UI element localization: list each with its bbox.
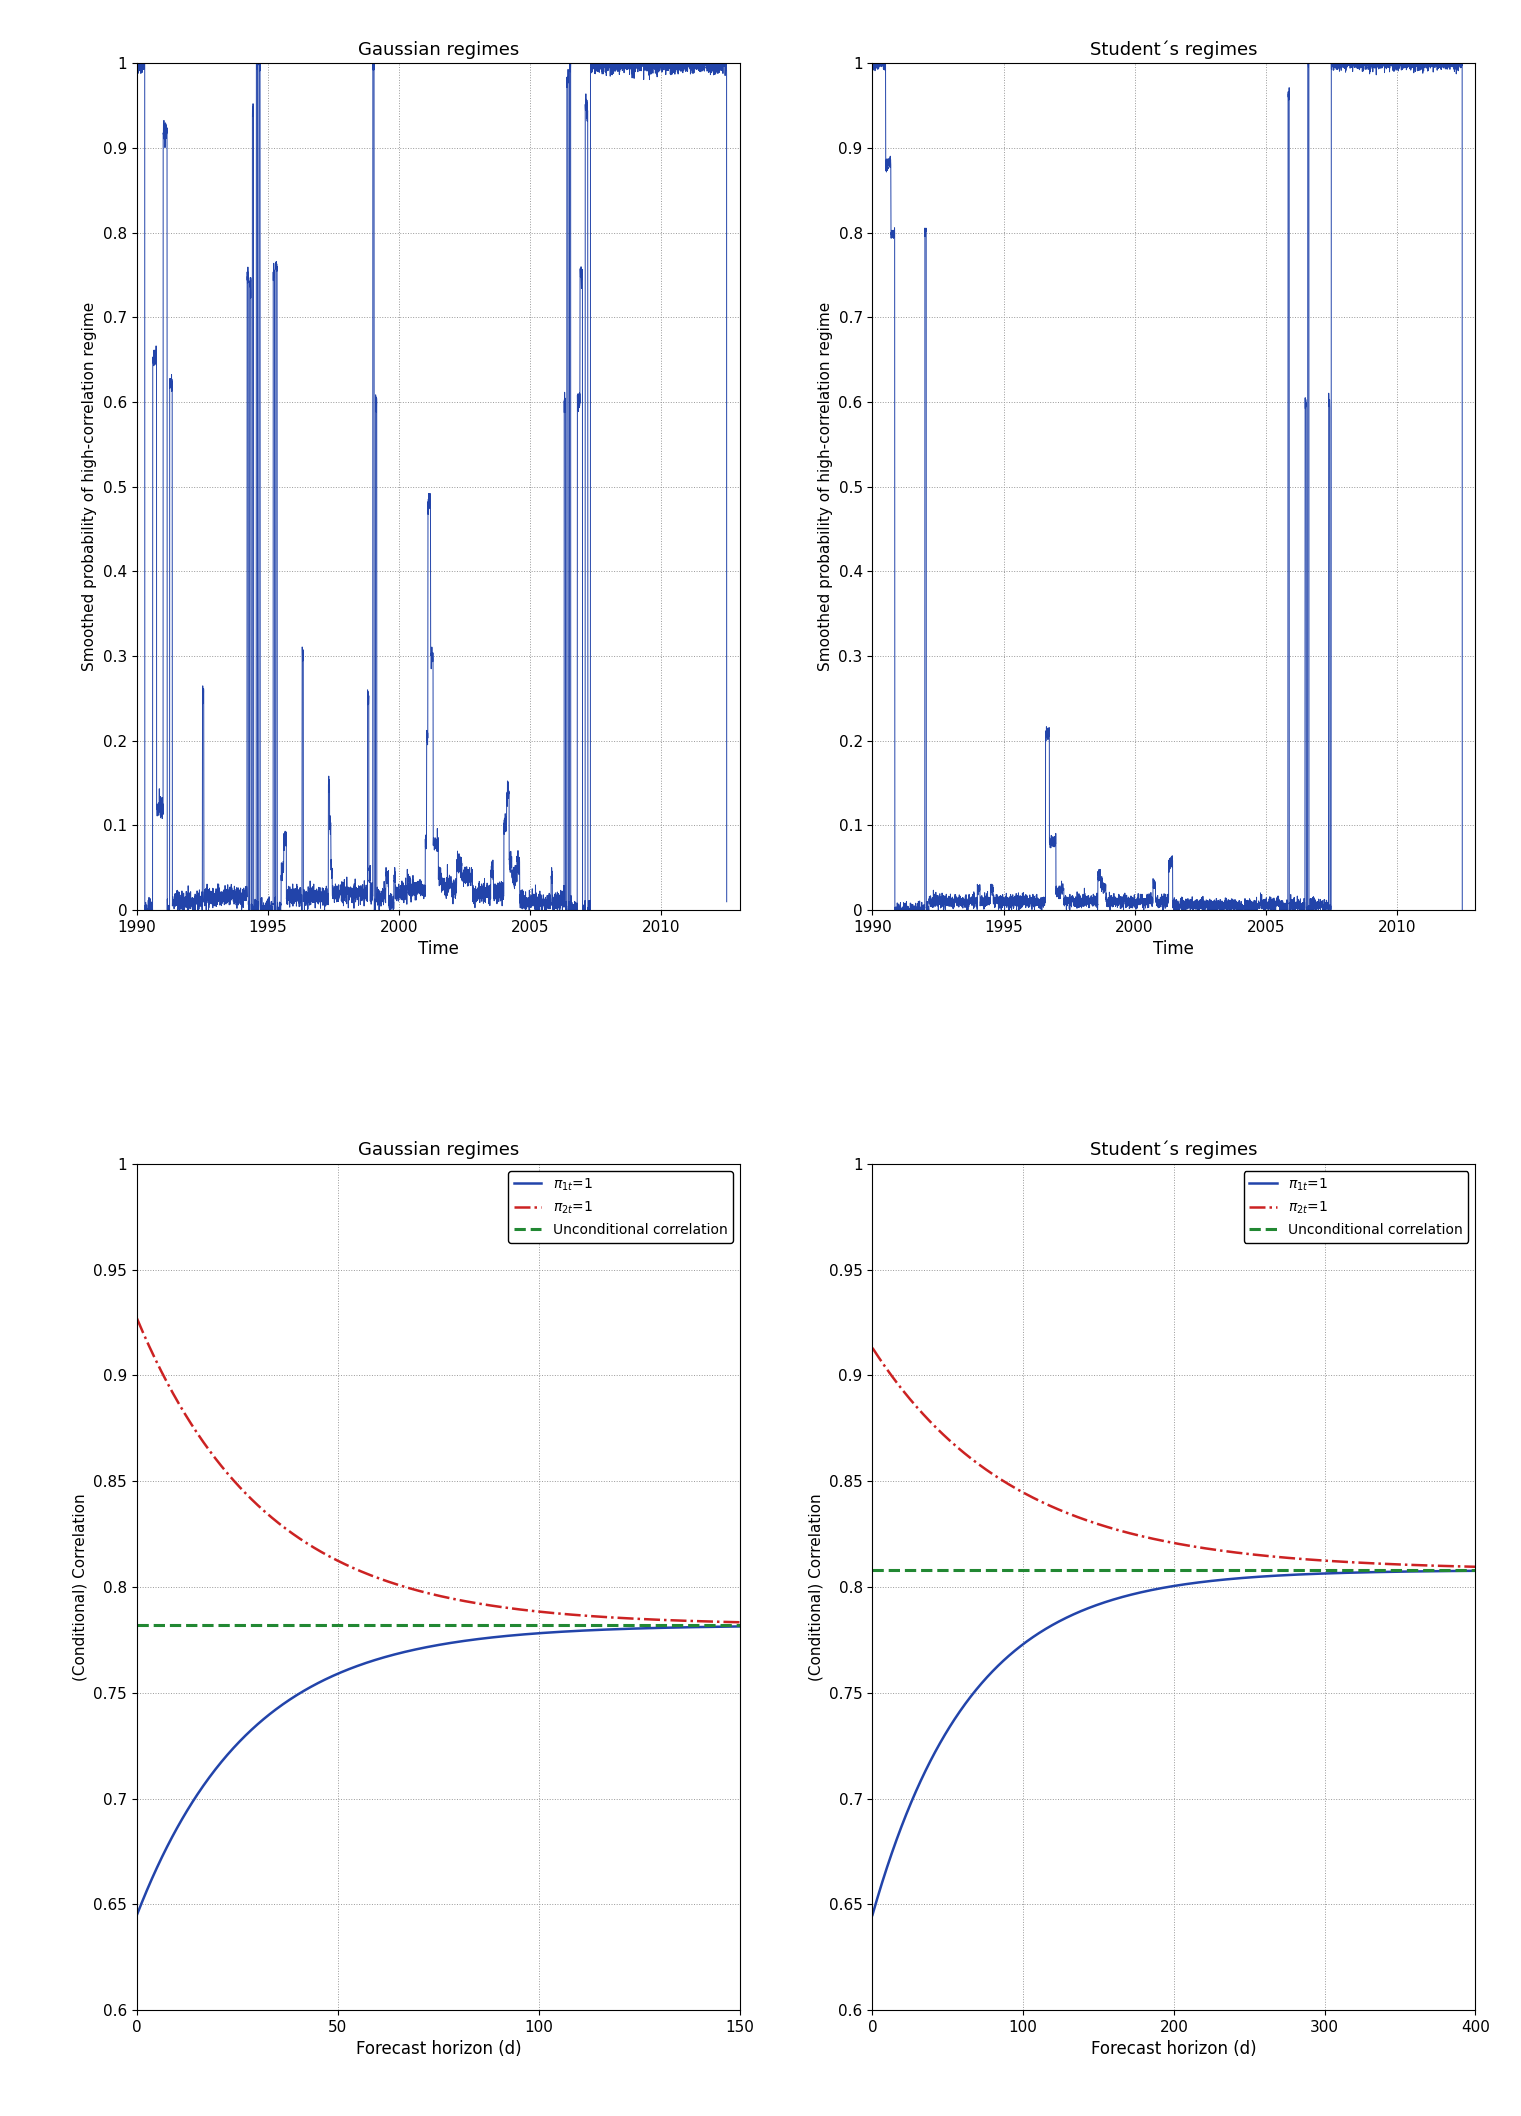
Title: Student´s regimes: Student´s regimes [1091,40,1258,59]
Title: Student´s regimes: Student´s regimes [1091,1141,1258,1160]
X-axis label: Time: Time [1153,940,1194,959]
X-axis label: Forecast horizon (d): Forecast horizon (d) [1091,2040,1256,2059]
Legend: $\pi_{1t}$=1, $\pi_{2t}$=1, Unconditional correlation: $\pi_{1t}$=1, $\pi_{2t}$=1, Unconditiona… [1244,1170,1468,1242]
Y-axis label: (Conditional) Correlation: (Conditional) Correlation [808,1494,823,1680]
Y-axis label: Smoothed probability of high-correlation regime: Smoothed probability of high-correlation… [818,303,834,671]
Legend: $\pi_{1t}$=1, $\pi_{2t}$=1, Unconditional correlation: $\pi_{1t}$=1, $\pi_{2t}$=1, Unconditiona… [508,1170,733,1242]
Title: Gaussian regimes: Gaussian regimes [357,1141,519,1160]
X-axis label: Time: Time [418,940,459,959]
Title: Gaussian regimes: Gaussian regimes [357,40,519,59]
Y-axis label: (Conditional) Correlation: (Conditional) Correlation [73,1494,88,1680]
Y-axis label: Smoothed probability of high-correlation regime: Smoothed probability of high-correlation… [82,303,97,671]
X-axis label: Forecast horizon (d): Forecast horizon (d) [356,2040,522,2059]
